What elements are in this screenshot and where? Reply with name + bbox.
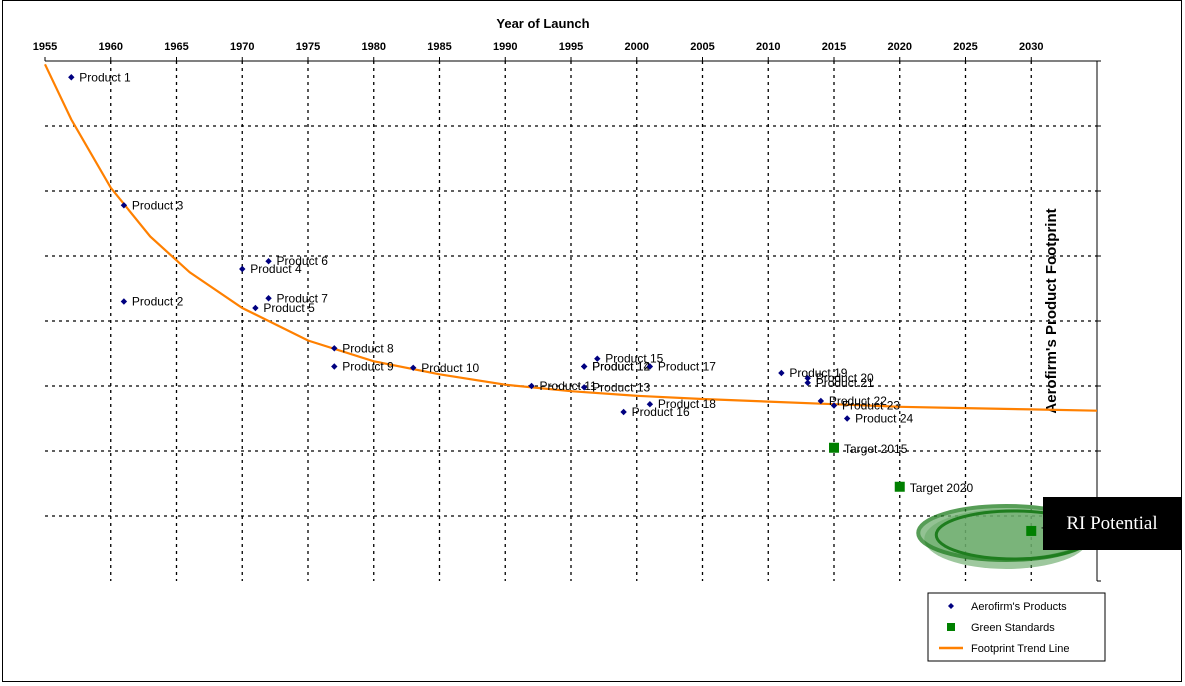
product-marker [646,363,654,370]
ri-potential-label: RI Potential [1066,513,1157,534]
product-marker [817,397,825,405]
product-label: Product 15 [605,352,663,366]
footprint-chart: Year of Launch 1955 1960 1965 1970 1975 1980 1… [33,16,1181,662]
product-label: Product 11 [540,379,597,393]
legend-diamond-icon [948,603,954,609]
product-marker [239,265,246,273]
product-label: Product 16 [632,405,690,419]
product-label: Product 4 [250,262,302,276]
x-tick-label: 2010 [756,41,780,53]
product-marker [331,345,338,352]
product-label: Product 19 [789,366,847,380]
product-label: Product 17 [658,360,716,374]
product-marker [265,258,272,265]
product-marker [580,363,588,370]
product-label: Product 24 [855,412,913,426]
product-label: Product 20 [816,371,874,385]
x-tick-label: 1995 [559,41,583,53]
x-tick-label: 2025 [953,41,977,53]
legend-square-icon [947,623,955,631]
x-tick-label: 1960 [99,41,123,53]
product-label: Product 21 [816,376,874,390]
product-label: Product 8 [342,341,394,355]
product-label: Product 23 [842,399,900,413]
x-tick-label: 1975 [296,41,320,53]
product-marker [68,74,75,81]
x-tick-label: 2005 [690,41,714,53]
product-label: Product 10 [421,361,479,375]
legend-box [927,592,1106,662]
target-marker [829,442,839,453]
product-marker [528,382,535,390]
x-tick-label: 1980 [362,41,386,53]
product-marker [331,363,338,370]
product-marker [843,415,851,422]
y-axis-title: Aerofirm's Product Footprint [1043,208,1060,413]
legend: Aerofirm's Products Green Standards Footpr… [927,592,1106,662]
x-tick-label: 2000 [625,41,649,53]
legend-label: Footprint Trend Line [971,643,1069,655]
x-axis-title: Year of Launch [496,16,589,31]
trend-line [44,63,1098,412]
product-label: Product 22 [829,394,887,408]
target-marker [1026,525,1037,536]
legend-label: Green Standards [971,622,1055,634]
product-marker [830,402,838,409]
product-label: Product 9 [342,360,394,374]
target-label: Target 2015 [844,442,908,456]
product-label: Product 12 [592,360,650,374]
x-tick-label: 1965 [164,41,188,53]
grid-lines [45,61,1097,581]
x-tick-label: 1970 [230,41,254,53]
product-marker [778,369,785,377]
product-marker [580,384,588,391]
target-label: Target 2020 [910,481,974,495]
product-marker [620,408,627,416]
product-label: Product 2 [132,295,184,309]
x-tick-label: 1990 [493,41,517,53]
x-tick-label: 2030 [1019,41,1043,53]
target-marker [894,481,905,492]
trend-line-path [44,63,1098,412]
ri-potential-callout: RI Potential [1043,497,1181,550]
axes [44,57,1101,582]
product-marker [120,202,128,209]
product-marker [265,295,272,302]
x-tick-label: 2020 [888,41,912,53]
x-tick-label: 1955 [33,41,57,53]
product-label: Product 1 [79,70,131,84]
product-label: Product 18 [658,397,716,411]
x-tick-labels: 1955 1960 1965 1970 1975 1980 1985 1990 1995 2000… [33,41,1044,53]
product-marker [804,375,811,382]
product-label: Product 3 [132,198,184,212]
legend-label: Aerofirm's Products [971,601,1067,613]
product-label: Product 6 [277,254,329,268]
product-label: Product 7 [277,291,329,305]
product-label: Product 5 [263,301,315,315]
ri-potential-box [1043,497,1181,550]
product-label: Product 14 [592,360,650,374]
product-marker [410,364,417,371]
product-marker [252,304,259,312]
x-tick-label: 2015 [822,41,846,53]
product-label: Product 13 [592,380,650,394]
product-marker [804,379,811,386]
product-marker [646,401,654,408]
product-marker [594,355,601,362]
x-tick-label: 1985 [427,41,451,53]
product-marker [120,298,128,305]
